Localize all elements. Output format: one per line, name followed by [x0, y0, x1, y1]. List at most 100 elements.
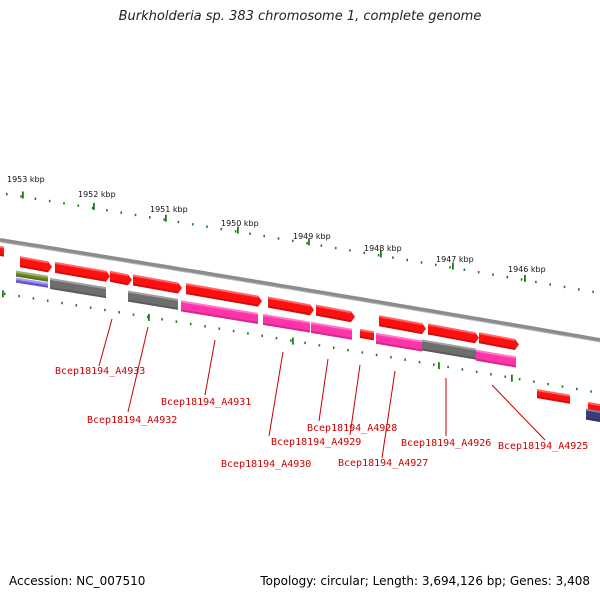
- inner-minor-tick: [247, 332, 249, 335]
- cds-forward: [428, 323, 479, 344]
- inner-minor-tick: [89, 306, 92, 309]
- outer-major-tick: [452, 262, 454, 270]
- scale-label: 1947 kbp: [436, 255, 474, 264]
- gene-navy: [586, 408, 600, 422]
- outer-minor-tick: [106, 209, 108, 212]
- inner-minor-tick: [118, 311, 120, 314]
- inner-minor-tick: [361, 351, 364, 354]
- outer-minor-tick: [449, 266, 451, 269]
- cds-forward: [479, 332, 519, 351]
- outer-minor-tick: [477, 271, 480, 274]
- outer-major-tick: [308, 238, 310, 246]
- cds-forward: [133, 274, 182, 294]
- inner-minor-tick: [290, 339, 292, 342]
- inner-minor-tick: [461, 368, 464, 371]
- outer-minor-tick: [592, 290, 594, 294]
- inner-minor-tick: [75, 304, 78, 307]
- inner-minor-tick: [332, 346, 335, 349]
- outer-minor-tick: [492, 273, 494, 276]
- outer-minor-tick: [363, 251, 366, 255]
- gene-labels: Bcep18194_A4933 Bcep18194_A4932 Bcep18194_…: [55, 366, 588, 470]
- inner-tick-ring: [2, 290, 592, 393]
- outer-major-tick: [380, 250, 382, 258]
- inner-minor-tick: [61, 301, 63, 305]
- cds-forward: [379, 315, 426, 335]
- inner-minor-tick: [490, 373, 492, 376]
- outer-minor-tick: [535, 280, 537, 284]
- outer-minor-tick: [406, 258, 408, 262]
- outer-minor-tick: [63, 202, 65, 205]
- outer-minor-tick: [206, 225, 208, 228]
- outer-minor-tick: [377, 254, 380, 257]
- gene-pink: [476, 349, 516, 368]
- inner-minor-tick: [32, 297, 35, 300]
- scale-label: 1949 kbp: [293, 232, 331, 241]
- gene-gray: [128, 290, 178, 310]
- outer-minor-tick: [34, 197, 37, 200]
- outer-minor-tick: [320, 244, 323, 247]
- inner-minor-tick: [189, 322, 192, 326]
- gene-pink: [181, 300, 258, 325]
- inner-minor-tick: [204, 325, 206, 328]
- inner-minor-tick: [4, 292, 6, 296]
- cds-forward: [110, 270, 132, 286]
- gene-purple: [16, 277, 48, 288]
- inner-minor-tick: [318, 344, 321, 347]
- cds-forward: [55, 261, 110, 282]
- outer-minor-tick: [463, 268, 466, 271]
- gene-gray: [422, 339, 476, 360]
- accession-text: Accession: NC_007510: [9, 574, 146, 588]
- scale-label: 1953 kbp: [7, 175, 45, 184]
- map-title: Burkholderia sp. 383 chromosome 1, compl…: [118, 9, 482, 24]
- outer-minor-tick: [392, 256, 394, 259]
- gene-label: Bcep18194_A4930: [221, 459, 311, 470]
- outer-major-tick: [93, 202, 95, 210]
- scale-label: 1951 kbp: [150, 205, 188, 214]
- outer-minor-tick: [48, 199, 51, 203]
- inner-minor-tick: [547, 382, 549, 386]
- leader-line: [127, 326, 149, 413]
- outer-minor-tick: [120, 211, 122, 214]
- cds-forward: [186, 283, 262, 307]
- outer-minor-tick: [520, 278, 523, 281]
- gene-label: Bcep18194_A4932: [87, 415, 177, 426]
- inner-minor-tick: [533, 380, 535, 383]
- outer-minor-tick: [334, 246, 337, 250]
- outer-minor-tick: [220, 227, 223, 231]
- inner-minor-tick: [475, 370, 478, 374]
- inner-minor-tick: [390, 356, 392, 359]
- gene-gray: [50, 278, 106, 299]
- outer-minor-tick: [578, 288, 580, 291]
- gene-label: Bcep18194_A4925: [498, 441, 588, 452]
- inner-minor-tick: [161, 318, 163, 321]
- inner-minor-tick: [147, 315, 149, 319]
- inner-minor-tick: [561, 385, 564, 388]
- outer-minor-tick: [549, 283, 551, 286]
- inner-minor-tick: [418, 360, 421, 364]
- inner-minor-tick: [433, 363, 435, 366]
- outer-minor-tick: [149, 216, 151, 219]
- outer-minor-tick: [249, 232, 251, 235]
- outer-minor-tick: [191, 223, 194, 226]
- outer-minor-tick: [277, 237, 280, 240]
- leader-line: [349, 364, 361, 436]
- inner-minor-tick: [261, 334, 263, 337]
- inner-major-tick: [438, 362, 440, 370]
- outer-minor-tick: [234, 230, 237, 233]
- backbone-ring: [0, 238, 600, 343]
- outer-minor-tick: [177, 220, 180, 224]
- inner-minor-tick: [18, 294, 20, 298]
- inner-minor-tick: [218, 327, 221, 330]
- outer-minor-tick: [77, 204, 80, 207]
- leader-line: [491, 384, 546, 441]
- outer-minor-tick: [306, 242, 308, 245]
- inner-minor-tick: [504, 375, 507, 378]
- cds-reverse: [537, 389, 570, 404]
- outer-minor-tick: [6, 192, 8, 196]
- genome-stats-text: Topology: circular; Length: 3,694,126 bp…: [260, 574, 590, 588]
- inner-minor-tick: [46, 299, 49, 302]
- feature-tracks: [0, 246, 600, 422]
- outer-minor-tick: [563, 285, 566, 289]
- leader-line: [268, 351, 284, 437]
